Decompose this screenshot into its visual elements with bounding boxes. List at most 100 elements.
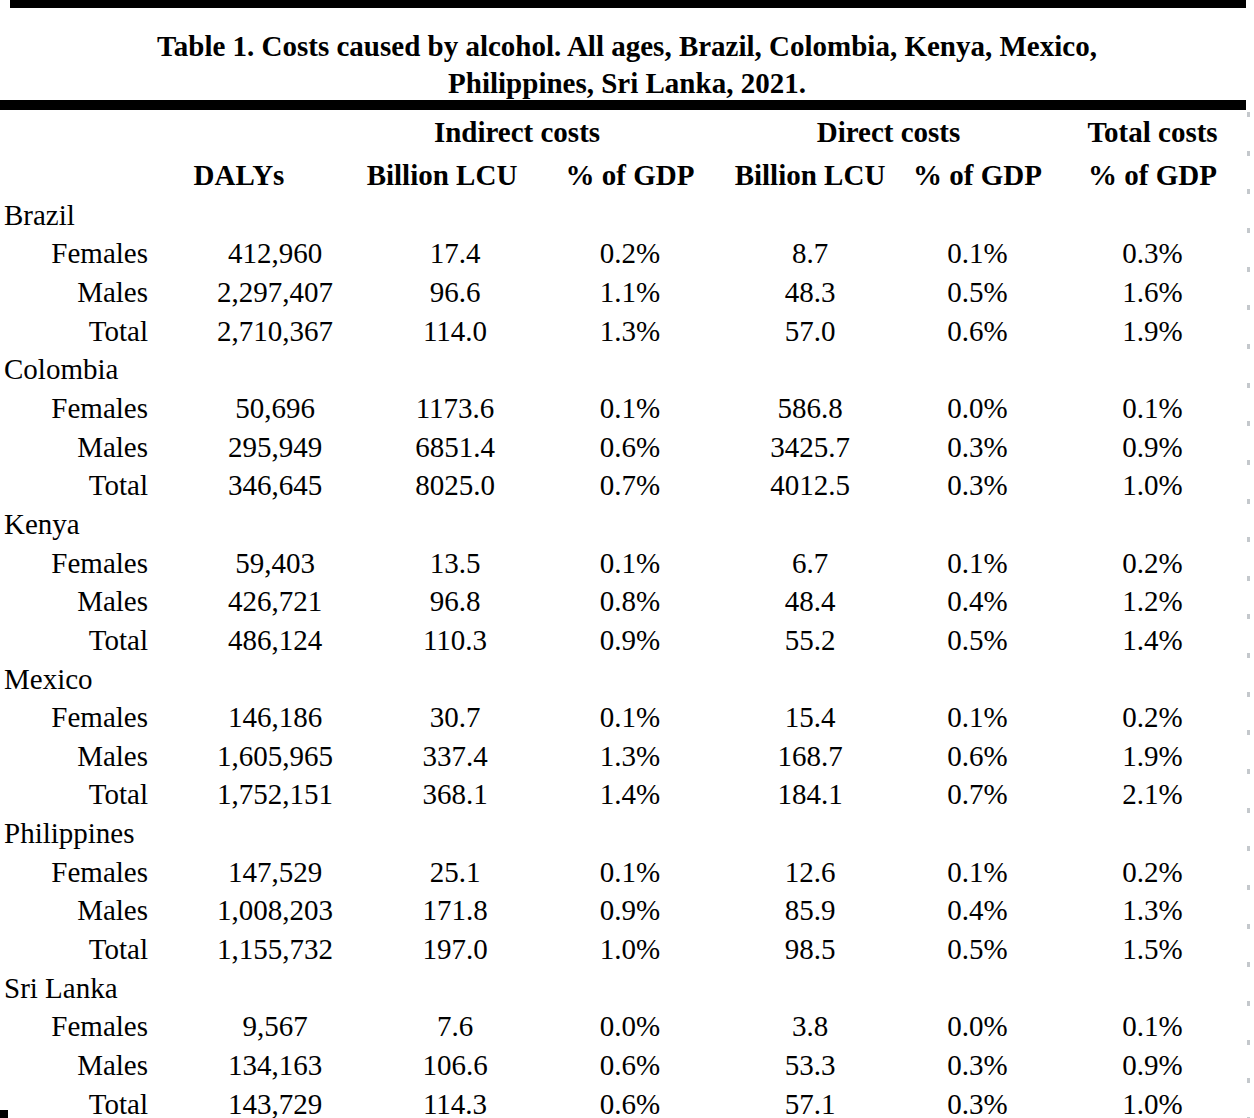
table-caption-line1: Table 1. Costs caused by alcohol. All ag… [0, 28, 1254, 65]
row-label: Males [0, 582, 170, 621]
column-header-indirect-gdp-label: % of GDP [566, 159, 695, 192]
direct-gdp-value: 0.0% [890, 389, 1065, 428]
row-label: Females [0, 544, 170, 583]
indirect-gdp-value: 0.9% [530, 892, 730, 931]
direct-gdp-value: 0.0% [890, 1007, 1065, 1046]
dalys-value: 1,752,151 [170, 776, 380, 815]
indirect-gdp-value: 0.1% [530, 389, 730, 428]
group-header-total-costs: Total costs [1065, 110, 1240, 154]
direct-lcu-value: 3425.7 [730, 428, 890, 467]
total-gdp-value: 0.9% [1065, 428, 1240, 467]
group-header-indirect-costs-label: Indirect costs [434, 116, 600, 149]
indirect-lcu-value: 17.4 [380, 235, 530, 274]
indirect-lcu-value: 7.6 [380, 1007, 530, 1046]
bottom-rule-fragment [0, 1110, 8, 1118]
direct-gdp-value: 0.5% [890, 930, 1065, 969]
total-gdp-value: 0.2% [1065, 544, 1240, 583]
dalys-value: 412,960 [170, 235, 380, 274]
dalys-value: 1,605,965 [170, 737, 380, 776]
row-label: Females [0, 1007, 170, 1046]
row-label: Males [0, 737, 170, 776]
column-header-total-gdp: % of GDP [1065, 154, 1240, 196]
dalys-value: 346,645 [170, 466, 380, 505]
direct-lcu-value: 8.7 [730, 235, 890, 274]
table-caption-line2: Philippines, Sri Lanka, 2021. [0, 65, 1254, 102]
column-header-direct-gdp-label: % of GDP [913, 159, 1042, 192]
total-gdp-value: 1.9% [1065, 312, 1240, 351]
direct-lcu-value: 586.8 [730, 389, 890, 428]
direct-gdp-value: 0.1% [890, 853, 1065, 892]
group-header-spacer [0, 110, 380, 154]
total-gdp-value: 0.2% [1065, 853, 1240, 892]
direct-lcu-value: 4012.5 [730, 466, 890, 505]
indirect-gdp-value: 1.4% [530, 776, 730, 815]
column-header-direct-gdp: % of GDP [890, 154, 1065, 196]
row-label: Total [0, 1085, 170, 1118]
indirect-lcu-value: 337.4 [380, 737, 530, 776]
total-gdp-value: 1.6% [1065, 273, 1240, 312]
indirect-gdp-value: 0.1% [530, 853, 730, 892]
indirect-gdp-value: 0.6% [530, 1085, 730, 1118]
indirect-lcu-value: 106.6 [380, 1046, 530, 1085]
dalys-value: 426,721 [170, 582, 380, 621]
dalys-value: 1,155,732 [170, 930, 380, 969]
direct-gdp-value: 0.5% [890, 273, 1065, 312]
dalys-value: 50,696 [170, 389, 380, 428]
indirect-gdp-value: 0.2% [530, 235, 730, 274]
dalys-value: 146,186 [170, 698, 380, 737]
indirect-lcu-value: 30.7 [380, 698, 530, 737]
row-label: Females [0, 389, 170, 428]
column-header-dalys-label: DALYs [194, 159, 285, 192]
direct-gdp-value: 0.1% [890, 698, 1065, 737]
indirect-lcu-value: 1173.6 [380, 389, 530, 428]
direct-gdp-value: 0.3% [890, 466, 1065, 505]
indirect-lcu-value: 13.5 [380, 544, 530, 583]
country-label: Philippines [0, 814, 1240, 853]
indirect-lcu-value: 114.3 [380, 1085, 530, 1118]
total-gdp-value: 0.1% [1065, 1007, 1240, 1046]
country-label: Kenya [0, 505, 1240, 544]
direct-gdp-value: 0.1% [890, 235, 1065, 274]
direct-lcu-value: 48.4 [730, 582, 890, 621]
table-caption: Table 1. Costs caused by alcohol. All ag… [0, 28, 1254, 102]
group-header-total-costs-label: Total costs [1087, 116, 1217, 149]
indirect-gdp-value: 0.7% [530, 466, 730, 505]
indirect-gdp-value: 0.6% [530, 1046, 730, 1085]
direct-lcu-value: 57.1 [730, 1085, 890, 1118]
total-gdp-value: 0.1% [1065, 389, 1240, 428]
direct-lcu-value: 6.7 [730, 544, 890, 583]
indirect-lcu-value: 114.0 [380, 312, 530, 351]
total-gdp-value: 0.3% [1065, 235, 1240, 274]
group-header-direct-costs-label: Direct costs [817, 116, 961, 149]
direct-lcu-value: 53.3 [730, 1046, 890, 1085]
column-header-indirect-lcu-label: Billion LCU [367, 159, 518, 192]
indirect-lcu-value: 368.1 [380, 776, 530, 815]
table-page: Table 1. Costs caused by alcohol. All ag… [0, 0, 1254, 1118]
direct-lcu-value: 98.5 [730, 930, 890, 969]
country-label: Sri Lanka [0, 969, 1240, 1008]
dalys-value: 134,163 [170, 1046, 380, 1085]
indirect-lcu-value: 197.0 [380, 930, 530, 969]
dalys-value: 9,567 [170, 1007, 380, 1046]
indirect-lcu-value: 8025.0 [380, 466, 530, 505]
column-header-spacer [0, 154, 170, 196]
direct-gdp-value: 0.3% [890, 428, 1065, 467]
row-label: Males [0, 428, 170, 467]
country-label: Mexico [0, 660, 1240, 699]
direct-lcu-value: 48.3 [730, 273, 890, 312]
indirect-gdp-value: 0.1% [530, 698, 730, 737]
direct-gdp-value: 0.7% [890, 776, 1065, 815]
direct-gdp-value: 0.1% [890, 544, 1065, 583]
total-gdp-value: 1.0% [1065, 466, 1240, 505]
direct-lcu-value: 168.7 [730, 737, 890, 776]
dalys-value: 295,949 [170, 428, 380, 467]
total-gdp-value: 1.5% [1065, 930, 1240, 969]
direct-lcu-value: 15.4 [730, 698, 890, 737]
indirect-lcu-value: 110.3 [380, 621, 530, 660]
dalys-value: 147,529 [170, 853, 380, 892]
group-header-direct-costs: Direct costs [730, 110, 1065, 154]
direct-gdp-value: 0.6% [890, 737, 1065, 776]
column-header-direct-lcu: Billion LCU [730, 154, 890, 196]
country-label: Colombia [0, 351, 1240, 390]
row-label: Total [0, 466, 170, 505]
